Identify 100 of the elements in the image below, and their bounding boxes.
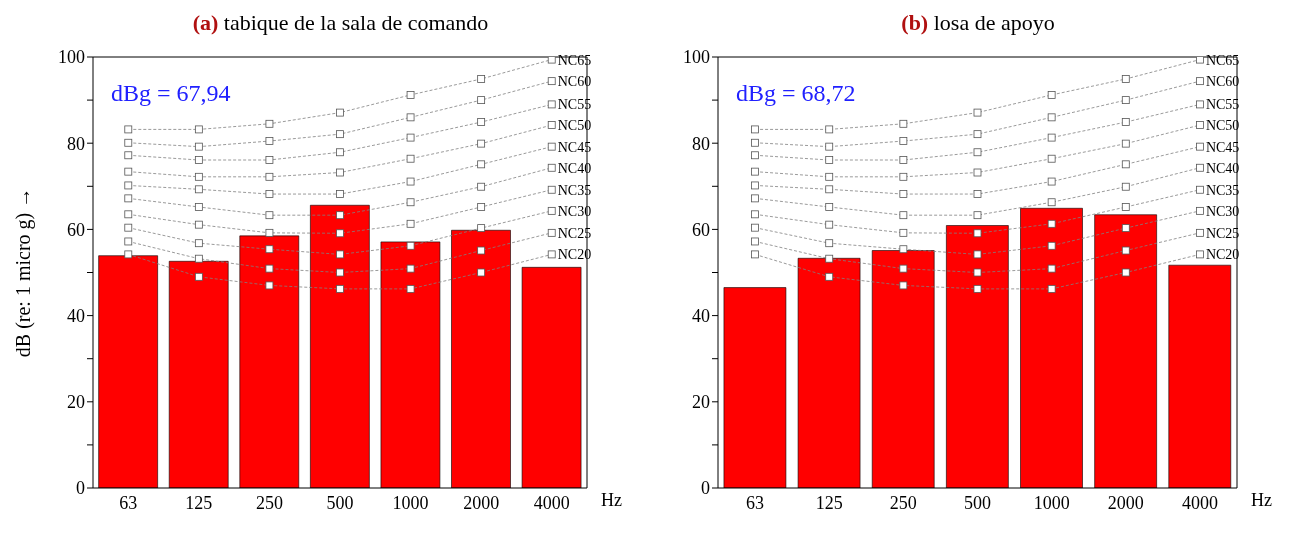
y-tick-label: 60	[692, 219, 710, 240]
point	[124, 151, 133, 160]
point	[124, 210, 133, 219]
point	[1047, 91, 1056, 99]
point	[336, 108, 344, 117]
y-tick-label: 80	[67, 133, 85, 154]
chart-title: (a) tabique de la sala de comando	[191, 10, 490, 36]
point	[1047, 241, 1056, 250]
point	[194, 172, 203, 181]
point	[1196, 142, 1204, 151]
x-tick-label: 250	[255, 492, 283, 513]
point	[1047, 133, 1056, 142]
point	[477, 224, 486, 233]
point	[973, 168, 982, 177]
point	[194, 185, 203, 194]
point	[825, 220, 834, 229]
point	[1047, 284, 1056, 293]
point	[1121, 139, 1130, 148]
x-tick-label: 125	[815, 492, 843, 513]
point	[336, 250, 344, 259]
point	[406, 284, 415, 293]
point	[1196, 250, 1204, 259]
point	[1121, 224, 1130, 233]
point	[1121, 268, 1130, 277]
point	[265, 264, 274, 273]
series-label: NC25	[1205, 225, 1240, 241]
point	[973, 148, 982, 157]
point	[1047, 154, 1056, 163]
point	[825, 156, 834, 164]
y-tick-label: 20	[692, 392, 710, 413]
point	[1196, 100, 1204, 109]
point	[751, 125, 759, 134]
chart-title: (b) losa de apoyo	[900, 10, 1056, 36]
point	[973, 108, 982, 117]
series-label: NC60	[1205, 74, 1240, 90]
point	[825, 142, 834, 151]
y-tick-label: 0	[701, 478, 710, 499]
point	[751, 250, 759, 259]
point	[1121, 118, 1130, 126]
point	[194, 156, 203, 164]
point	[265, 119, 274, 128]
point	[1121, 182, 1130, 191]
x-tick-label: 500	[964, 492, 991, 513]
series-label: NC50	[557, 118, 592, 134]
point	[336, 211, 344, 220]
point	[194, 272, 203, 281]
series-label: NC30	[557, 203, 592, 219]
point	[194, 142, 203, 151]
point	[406, 264, 415, 273]
point	[194, 220, 203, 229]
point	[265, 172, 274, 181]
point	[973, 130, 982, 139]
point	[477, 268, 486, 277]
point	[899, 156, 908, 164]
series-label: NC65	[557, 52, 592, 68]
point	[477, 75, 486, 83]
point	[336, 229, 344, 238]
point	[265, 281, 274, 290]
point	[336, 268, 344, 277]
point	[194, 239, 203, 248]
series-label: NC55	[1205, 97, 1240, 113]
point	[1196, 185, 1204, 194]
y-tick-label: 40	[67, 305, 85, 326]
x-tick-label: 2000	[1107, 492, 1144, 513]
point	[547, 57, 556, 64]
y-tick-label: 60	[67, 219, 85, 240]
point	[124, 237, 133, 246]
point	[124, 125, 133, 134]
point	[825, 203, 834, 211]
y-tick-label: 80	[692, 133, 710, 154]
point	[547, 228, 556, 237]
point	[973, 250, 982, 259]
point	[973, 229, 982, 238]
point	[825, 272, 834, 281]
point	[265, 190, 274, 198]
point	[194, 254, 203, 263]
point	[751, 181, 759, 190]
point	[1047, 177, 1056, 186]
y-tick-label: 100	[683, 47, 710, 68]
point	[899, 119, 908, 128]
point	[547, 100, 556, 109]
series-label: NC20	[557, 247, 592, 263]
point	[194, 125, 203, 134]
series-label: NC65	[1205, 52, 1240, 68]
point	[973, 268, 982, 277]
series-label: NC35	[557, 182, 592, 198]
series-label: NC30	[1205, 203, 1240, 219]
point	[899, 245, 908, 254]
point	[1047, 113, 1056, 122]
point	[751, 138, 759, 147]
point	[336, 284, 344, 293]
point	[973, 284, 982, 293]
point	[406, 133, 415, 142]
point	[124, 167, 133, 176]
y-tick-label: 20	[67, 392, 85, 413]
point	[547, 206, 556, 215]
point	[265, 245, 274, 254]
point	[265, 211, 274, 220]
point	[477, 182, 486, 191]
x-tick-label: 63	[746, 492, 765, 513]
